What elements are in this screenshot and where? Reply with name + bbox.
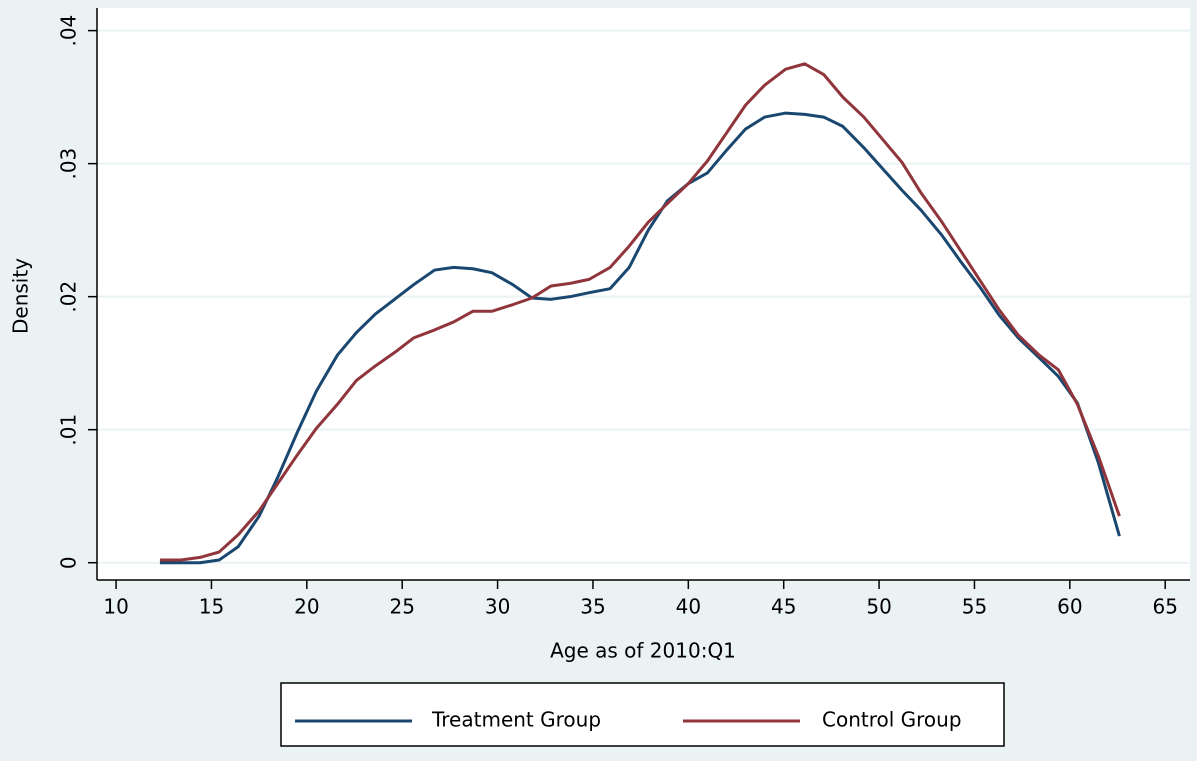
y-axis-label: Density [9,258,33,334]
x-tick-label: 45 [771,595,796,619]
x-tick-label: 30 [485,595,510,619]
series-line [159,111,1121,565]
legend [280,682,1005,747]
y-tick-label: 0 [57,556,81,569]
legend-label: Control Group [822,708,962,732]
x-tick-label: 25 [389,595,414,619]
series-line [159,62,1121,562]
y-tick-label: .03 [57,148,81,180]
y-tick-label: .04 [57,15,81,47]
x-tick-label: 20 [294,595,319,619]
plot-area [97,8,1190,580]
y-tick-label: .02 [57,281,81,313]
x-axis-label: Age as of 2010:Q1 [550,639,736,663]
x-tick-label: 35 [580,595,605,619]
x-tick-label: 65 [1152,595,1177,619]
x-tick-label: 40 [676,595,701,619]
x-tick-label: 60 [1057,595,1082,619]
legend-label: Treatment Group [431,708,601,732]
x-tick-label: 50 [866,595,891,619]
y-tick-label: .01 [57,414,81,446]
x-tick-label: 55 [962,595,987,619]
x-tick-label: 10 [103,595,128,619]
x-tick-label: 15 [199,595,224,619]
